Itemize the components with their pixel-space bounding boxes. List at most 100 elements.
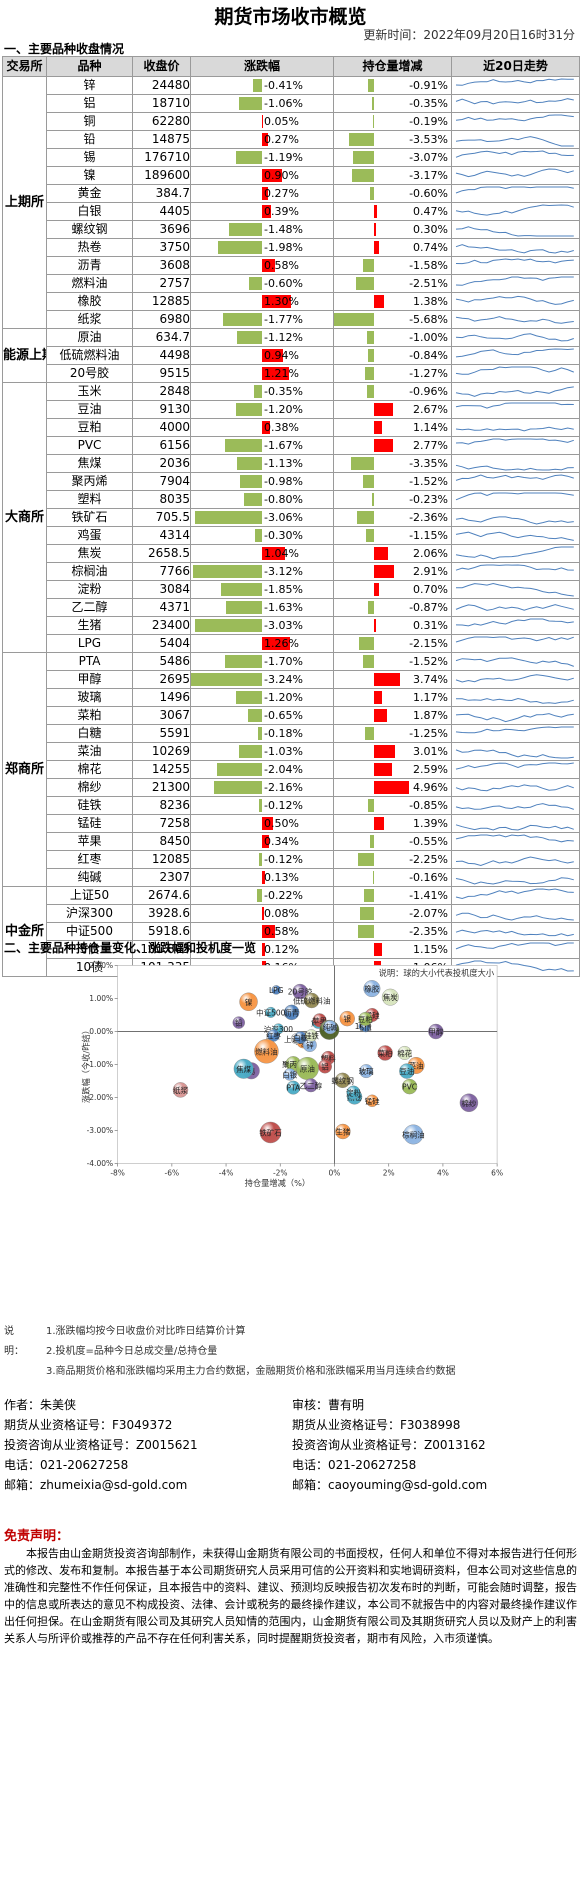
change-bar: [259, 853, 262, 866]
close-price: 4314: [132, 526, 191, 545]
oi-change-value: -1.27%: [409, 367, 448, 380]
table-row: 上期所锌 24480 -0.41% -0.91%: [2, 76, 580, 329]
table-row: 白银 4405 0.39% 0.47%: [3, 202, 580, 221]
oi-change-value: -1.41%: [409, 889, 448, 902]
close-price: 634.7: [132, 328, 191, 347]
change-cell: -1.20%: [190, 688, 334, 707]
oi-bar: [374, 619, 377, 632]
oi-change-value: -1.52%: [409, 475, 448, 488]
author-block: 作者：朱美侠 期货从业资格证号：F3049372 投资咨询从业资格证号：Z001…: [4, 1395, 198, 1495]
change-cell: -0.98%: [190, 472, 334, 491]
oi-change-value: -1.52%: [409, 655, 448, 668]
oi-change-value: -2.51%: [409, 277, 448, 290]
table-row: 铅 14875 0.27% -3.53%: [3, 130, 580, 149]
change-value: -1.98%: [264, 241, 303, 254]
oi-change-value: 2.67%: [413, 403, 448, 416]
oi-bar: [374, 709, 388, 722]
bubble-label: 铁矿石: [259, 1127, 282, 1137]
product-name: 铅: [46, 130, 133, 149]
change-bar: [262, 205, 271, 218]
trend-sparkline: [451, 418, 580, 437]
bubble-label: 沪深300: [264, 1024, 294, 1034]
oi-bar: [374, 817, 384, 830]
change-value: 0.12%: [264, 943, 299, 956]
change-value: -0.18%: [264, 727, 303, 740]
oi-change-cell: 1.87%: [333, 706, 452, 725]
product-name: 燃料油: [46, 274, 133, 293]
oi-bar: [364, 889, 374, 902]
y-tick-label: 1.00%: [89, 994, 113, 1003]
oi-bar: [358, 853, 374, 866]
product-name: 苹果: [46, 832, 133, 851]
product-name: 锰硅: [46, 814, 133, 833]
oi-change-value: -0.84%: [409, 349, 448, 362]
reviewer-name: 审核：曹有明: [292, 1398, 365, 1412]
product-name: 玉米: [46, 382, 133, 401]
product-name: 甲醇: [46, 670, 133, 689]
change-bar: [254, 385, 262, 398]
change-cell: 0.27%: [190, 184, 334, 203]
close-price: 3084: [132, 580, 191, 599]
bubble-label: 焦炭: [383, 992, 398, 1002]
change-cell: -1.13%: [190, 454, 334, 473]
bubble-point: [377, 1045, 393, 1061]
close-price: 4405: [132, 202, 191, 221]
close-price: 5591: [132, 724, 191, 743]
reviewer-consult: 投资咨询从业资格证号：Z0013162: [292, 1438, 486, 1452]
bubble-point: [305, 1029, 318, 1042]
trend-sparkline: [451, 598, 580, 617]
trend-sparkline: [451, 814, 580, 833]
oi-bar: [374, 781, 409, 794]
bubble-point: [265, 1006, 277, 1018]
bubble-point: [459, 1093, 479, 1112]
product-name: 塑料: [46, 490, 133, 509]
bubble-point: [403, 1124, 424, 1145]
y-tick-label: -4.00%: [87, 1159, 114, 1168]
change-bar: [262, 547, 285, 560]
oi-bar: [368, 349, 374, 362]
close-price: 3928.6: [132, 904, 191, 923]
product-name: 棉纱: [46, 778, 133, 797]
oi-change-cell: 0.70%: [333, 580, 452, 599]
table-row: 甲醇 2695 -3.24% 3.74%: [3, 670, 580, 689]
oi-change-cell: 1.17%: [333, 688, 452, 707]
y-tick-label: -1.00%: [87, 1060, 114, 1069]
change-value: -0.30%: [264, 529, 303, 542]
change-cell: -1.06%: [190, 94, 334, 113]
close-price: 5404: [132, 634, 191, 653]
table-row: 螺纹钢 3696 -1.48% 0.30%: [3, 220, 580, 239]
oi-change-value: 1.15%: [413, 943, 448, 956]
oi-change-value: -0.87%: [409, 601, 448, 614]
table-row: 塑料 8035 -0.80% -0.23%: [3, 490, 580, 509]
oi-change-value: -2.15%: [409, 637, 448, 650]
table-row: 20号胶 9515 1.21% -1.27%: [3, 364, 580, 383]
close-price: 8450: [132, 832, 191, 851]
bubble-label: 银: [343, 1015, 351, 1024]
y-tick-label: -3.00%: [87, 1126, 114, 1135]
x-tick-label: -8%: [110, 1169, 125, 1178]
change-value: -2.04%: [264, 763, 303, 776]
trend-sparkline: [451, 688, 580, 707]
bubble-point: [428, 1023, 444, 1040]
x-tick-label: 0%: [329, 1169, 341, 1178]
product-name: 沥青: [46, 256, 133, 275]
oi-change-cell: -2.35%: [333, 922, 452, 941]
close-price: 4498: [132, 346, 191, 365]
bubble-label: 棉纱: [461, 1098, 476, 1108]
product-name: PVC: [46, 436, 133, 455]
close-price: 7904: [132, 472, 191, 491]
table-row: 鸡蛋 4314 -0.30% -1.15%: [3, 526, 580, 545]
oi-change-cell: -0.35%: [333, 94, 452, 113]
oi-change-cell: -0.60%: [333, 184, 452, 203]
product-name: 红枣: [46, 850, 133, 869]
bubble-point: [339, 1010, 355, 1027]
reviewer-license: 期货从业资格证号：F3038998: [292, 1418, 461, 1432]
bubble-label: 5债: [360, 1023, 373, 1033]
disclaimer-title: 免责声明：: [4, 1529, 70, 1544]
bubble-label: 聚丙烯: [282, 1059, 305, 1069]
change-cell: 0.50%: [190, 814, 334, 833]
trend-sparkline: [451, 850, 580, 869]
update-time: 更新时间：2022年09月20日16时31分: [363, 28, 575, 42]
change-cell: -1.12%: [190, 328, 334, 347]
bubble-point: [363, 980, 381, 998]
